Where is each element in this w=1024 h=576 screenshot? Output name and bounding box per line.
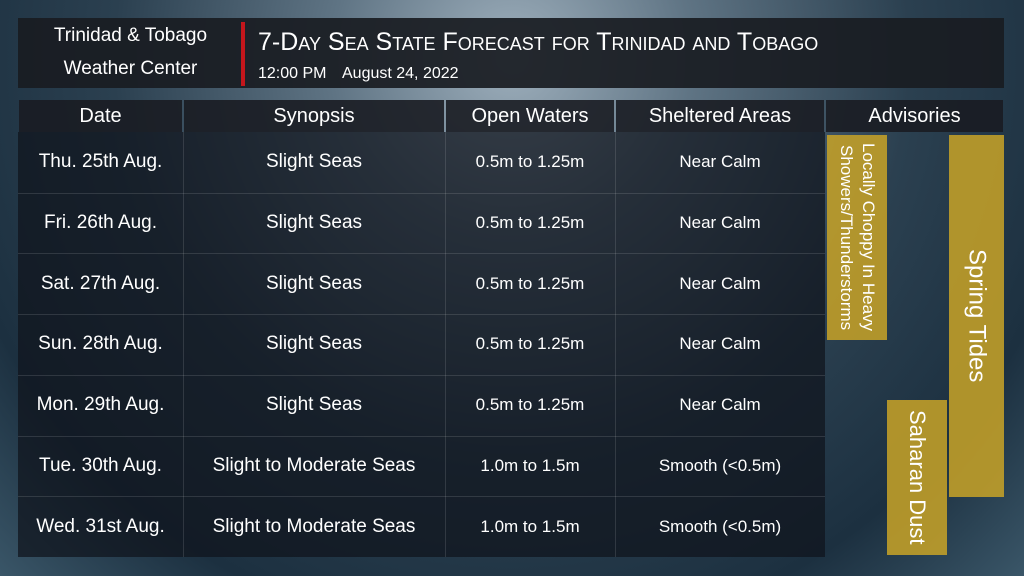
table-cell: 1.0m to 1.5m	[480, 455, 580, 475]
table-cell: Slight Seas	[265, 272, 363, 294]
table-cell: Slight Seas	[265, 151, 363, 173]
column-divider	[183, 132, 184, 557]
advisory: Spring Tides	[949, 135, 1004, 497]
table-cell: Smooth (<0.5m)	[658, 455, 782, 475]
table-cell: Thu. 25th Aug.	[38, 151, 163, 173]
table-cell: Fri. 26th Aug.	[43, 212, 157, 234]
time: 12:00 PM	[258, 65, 327, 82]
table-cell: Near Calm	[679, 152, 761, 172]
title: 7-Day Sea State Forecast for Trinidad an…	[258, 28, 819, 56]
table-cell: Slight Seas	[265, 212, 363, 234]
table-cell: Mon. 29th Aug.	[36, 394, 165, 416]
org-name: Trinidad & Tobago	[53, 25, 208, 46]
table-cell: Slight to Moderate Seas	[212, 454, 416, 476]
table-cell: Sat. 27th Aug.	[40, 272, 161, 294]
table-cell: Near Calm	[679, 273, 761, 293]
table-cell: Near Calm	[679, 213, 761, 233]
table-body	[18, 132, 825, 557]
column-header: Sheltered Areas	[648, 104, 792, 127]
table-cell: Near Calm	[679, 395, 761, 415]
table-cell: Slight Seas	[265, 394, 363, 416]
date: August 24, 2022	[342, 65, 459, 82]
table-cell: Near Calm	[679, 334, 761, 354]
column-header: Synopsis	[273, 104, 355, 127]
row-divider	[18, 192, 825, 194]
table-cell: 0.5m to 1.25m	[475, 395, 585, 415]
table-cell: 0.5m to 1.25m	[475, 334, 585, 354]
divider	[241, 22, 245, 86]
column-header: Advisories	[868, 104, 961, 127]
advisory: Saharan Dust	[887, 400, 947, 555]
row-divider	[18, 314, 825, 316]
table-cell: Tue. 30th Aug.	[39, 454, 162, 476]
row-divider	[18, 374, 825, 376]
column-header: Open Waters	[471, 104, 589, 127]
header-cell-bg	[184, 100, 444, 132]
row-divider	[18, 435, 825, 437]
advisory: Locally Choppy In Heavy Showers/Thunders…	[827, 135, 887, 340]
org-name: Weather Center	[63, 58, 198, 79]
table-cell: 0.5m to 1.25m	[475, 273, 585, 293]
column-divider	[445, 132, 446, 557]
header-box	[18, 18, 1004, 88]
header-cell-bg	[826, 100, 1003, 132]
header-cell-bg	[446, 100, 614, 132]
table-cell: 1.0m to 1.5m	[480, 516, 580, 536]
table-cell: Slight Seas	[265, 333, 363, 355]
row-divider	[18, 496, 825, 498]
table-cell: Wed. 31st Aug.	[36, 515, 165, 537]
header-cell-bg	[19, 100, 182, 132]
table-cell: Slight to Moderate Seas	[212, 515, 416, 537]
row-divider	[18, 253, 825, 255]
table-cell: Sun. 28th Aug.	[38, 333, 163, 355]
column-divider	[615, 132, 616, 557]
column-header: Date	[79, 104, 122, 127]
table-cell: 0.5m to 1.25m	[475, 152, 585, 172]
table-cell: Smooth (<0.5m)	[658, 516, 782, 536]
header-cell-bg	[616, 100, 824, 132]
table-cell: 0.5m to 1.25m	[475, 213, 585, 233]
